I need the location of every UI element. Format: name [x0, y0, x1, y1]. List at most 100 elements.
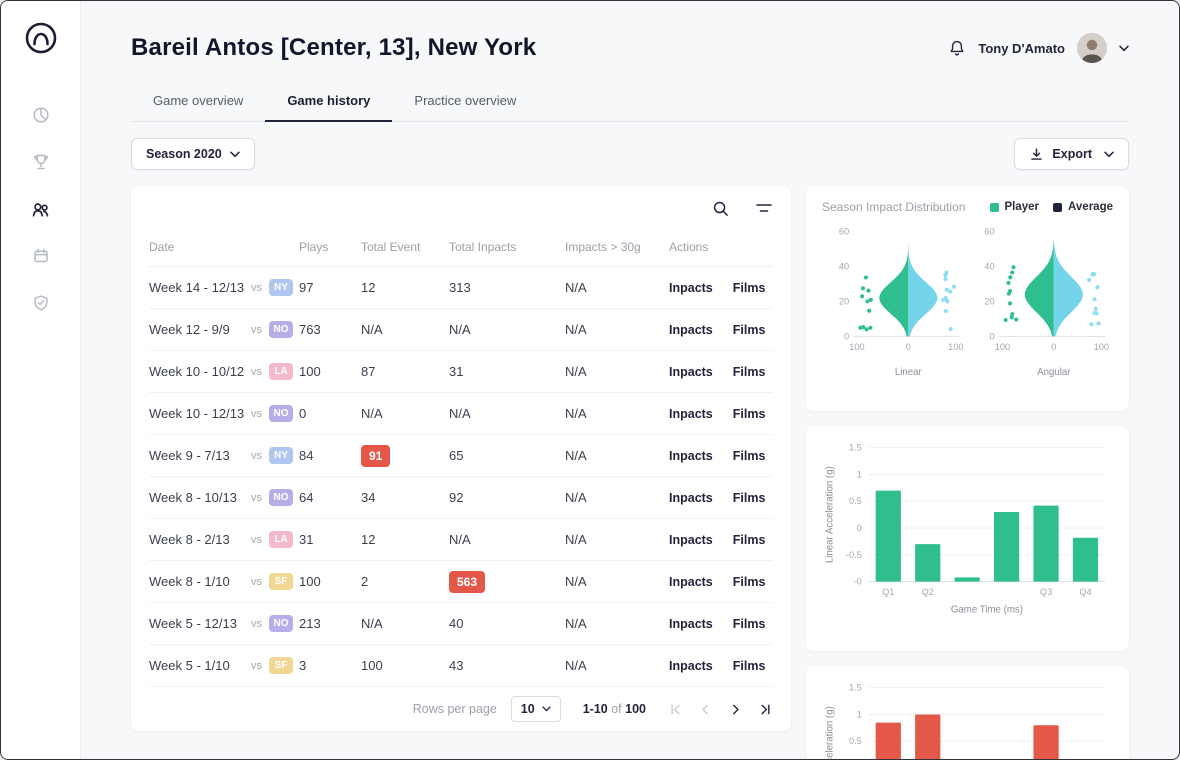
- filter-icon: [756, 204, 772, 212]
- svg-text:-0: -0: [854, 577, 862, 587]
- inpacts-action-button[interactable]: Inpacts: [669, 575, 713, 589]
- game-date: Week 5 - 1/10: [149, 658, 230, 673]
- plays-cell: 100: [299, 350, 361, 393]
- films-action-button[interactable]: Films: [732, 407, 766, 421]
- total-event-cell: N/A: [361, 602, 449, 645]
- impacts-30g-cell: N/A: [565, 476, 669, 519]
- svg-text:1: 1: [857, 469, 862, 479]
- next-page-button[interactable]: [728, 702, 743, 717]
- inpacts-action-button[interactable]: Inpacts: [669, 491, 713, 505]
- table-row[interactable]: Week 5 - 1/10 vs SF 3 100 43 N/A Inpacts Films: [149, 644, 773, 687]
- inpacts-action-button[interactable]: Inpacts: [669, 659, 713, 673]
- films-action-button[interactable]: Films: [732, 365, 766, 379]
- inpacts-action-button[interactable]: Inpacts: [669, 449, 713, 463]
- first-page-button[interactable]: [668, 702, 683, 717]
- svg-text:Q2: Q2: [922, 587, 934, 597]
- table-row[interactable]: Week 8 - 10/13 vs NO 64 34 92 N/A Inpacts Films: [149, 476, 773, 519]
- films-action-button[interactable]: Films: [732, 617, 766, 631]
- plays-cell: 213: [299, 602, 361, 645]
- page-size-select[interactable]: 10: [510, 696, 561, 722]
- tab-game-overview[interactable]: Game overview: [153, 93, 244, 108]
- plays-cell: 3: [299, 644, 361, 687]
- main-area: Bareil Antos [Center, 13], New York Tony…: [81, 1, 1179, 759]
- sidebar: [1, 1, 81, 759]
- team-icon: [32, 202, 49, 217]
- total-inpacts-cell: 40: [449, 602, 565, 645]
- search-button[interactable]: [712, 200, 729, 217]
- impacts-30g-cell: N/A: [565, 308, 669, 351]
- chevron-down-icon: [1119, 45, 1129, 51]
- total-inpacts-cell: N/A: [449, 518, 565, 561]
- svg-text:0: 0: [906, 342, 911, 352]
- col-total-event: Total Event: [361, 230, 449, 267]
- opponent-badge: NY: [269, 447, 293, 464]
- sidebar-item-players[interactable]: [30, 198, 52, 220]
- col-date: Date: [149, 230, 299, 267]
- svg-text:100: 100: [948, 342, 963, 352]
- svg-text:20: 20: [839, 296, 849, 306]
- svg-text:1.5: 1.5: [849, 683, 862, 693]
- opponent-badge: NO: [269, 405, 293, 422]
- total-inpacts-cell: 43: [449, 644, 565, 687]
- vs-label: vs: [251, 533, 262, 546]
- table-row[interactable]: Week 12 - 9/9 vs NO 763 N/A N/A N/A Inpacts Film…: [149, 308, 773, 351]
- table-row[interactable]: Week 8 - 2/13 vs LA 31 12 N/A N/A Inpacts Films: [149, 518, 773, 561]
- films-action-button[interactable]: Films: [732, 449, 766, 463]
- season-select[interactable]: Season 2020: [131, 138, 255, 170]
- inpacts-action-button[interactable]: Inpacts: [669, 533, 713, 547]
- user-menu-chevron[interactable]: [1119, 45, 1129, 52]
- avatar[interactable]: [1077, 33, 1107, 63]
- impacts-30g-cell: N/A: [565, 434, 669, 477]
- opponent-badge: NO: [269, 615, 293, 632]
- inpacts-action-button[interactable]: Inpacts: [669, 281, 713, 295]
- table-row[interactable]: Week 5 - 12/13 vs NO 213 N/A 40 N/A Inpacts Film…: [149, 602, 773, 645]
- table-row[interactable]: Week 10 - 12/13 vs NO 0 N/A N/A N/A Inpacts Film…: [149, 392, 773, 435]
- vs-label: vs: [251, 323, 262, 336]
- films-action-button[interactable]: Films: [732, 323, 766, 337]
- plays-cell: 100: [299, 560, 361, 603]
- table-row[interactable]: Week 9 - 7/13 vs NY 84 91 65 N/A Inpacts Films: [149, 434, 773, 477]
- chevron-right-icon: [733, 704, 739, 714]
- films-action-button[interactable]: Films: [732, 659, 766, 673]
- bell-icon: [950, 40, 964, 56]
- films-action-button[interactable]: Films: [732, 575, 766, 589]
- svg-text:0: 0: [990, 331, 995, 341]
- table-row[interactable]: Week 10 - 10/12 vs LA 100 87 31 N/A Inpacts Film…: [149, 350, 773, 393]
- total-event-cell: N/A: [361, 308, 449, 351]
- inpacts-action-button[interactable]: Inpacts: [669, 365, 713, 379]
- films-action-button[interactable]: Films: [732, 281, 766, 295]
- films-action-button[interactable]: Films: [732, 491, 766, 505]
- sidebar-item-analytics[interactable]: [30, 104, 52, 126]
- inpacts-action-button[interactable]: Inpacts: [669, 323, 713, 337]
- total-inpacts-cell: 65: [449, 434, 565, 477]
- download-icon: [1031, 147, 1043, 160]
- app-logo-icon[interactable]: [24, 21, 58, 60]
- inpacts-action-button[interactable]: Inpacts: [669, 407, 713, 421]
- total-inpacts-cell: N/A: [449, 392, 565, 435]
- export-button[interactable]: Export: [1014, 138, 1129, 170]
- opponent-badge: LA: [269, 531, 293, 548]
- rows-per-page-label: Rows per page: [412, 702, 497, 716]
- opponent-badge: SF: [269, 573, 293, 590]
- sidebar-item-compliance[interactable]: [30, 292, 52, 314]
- tab-practice-overview[interactable]: Practice overview: [414, 93, 517, 108]
- table-row[interactable]: Week 8 - 1/10 vs SF 100 2 563 N/A Inpacts Films: [149, 560, 773, 603]
- table-row[interactable]: Week 14 - 12/13 vs NY 97 12 313 N/A Inpacts Film…: [149, 266, 773, 309]
- svg-text:0.5: 0.5: [849, 736, 862, 746]
- prev-page-button[interactable]: [698, 702, 713, 717]
- filter-button[interactable]: [755, 201, 773, 215]
- inpacts-action-button[interactable]: Inpacts: [669, 617, 713, 631]
- last-page-button[interactable]: [758, 702, 773, 717]
- user-name: Tony D'Amato: [978, 40, 1065, 56]
- sidebar-item-trophy[interactable]: [30, 151, 52, 173]
- sidebar-item-calendar[interactable]: [30, 245, 52, 267]
- game-date: Week 8 - 2/13: [149, 532, 230, 547]
- alert-value-badge: 91: [361, 445, 391, 467]
- notifications-button[interactable]: [948, 39, 966, 58]
- films-action-button[interactable]: Films: [732, 533, 766, 547]
- analytics-icon: [32, 107, 49, 123]
- col-actions: Actions: [669, 230, 773, 267]
- game-date: Week 8 - 10/13: [149, 490, 237, 505]
- svg-text:Game Time (ms): Game Time (ms): [951, 605, 1023, 616]
- tab-game-history[interactable]: Game history: [265, 93, 393, 122]
